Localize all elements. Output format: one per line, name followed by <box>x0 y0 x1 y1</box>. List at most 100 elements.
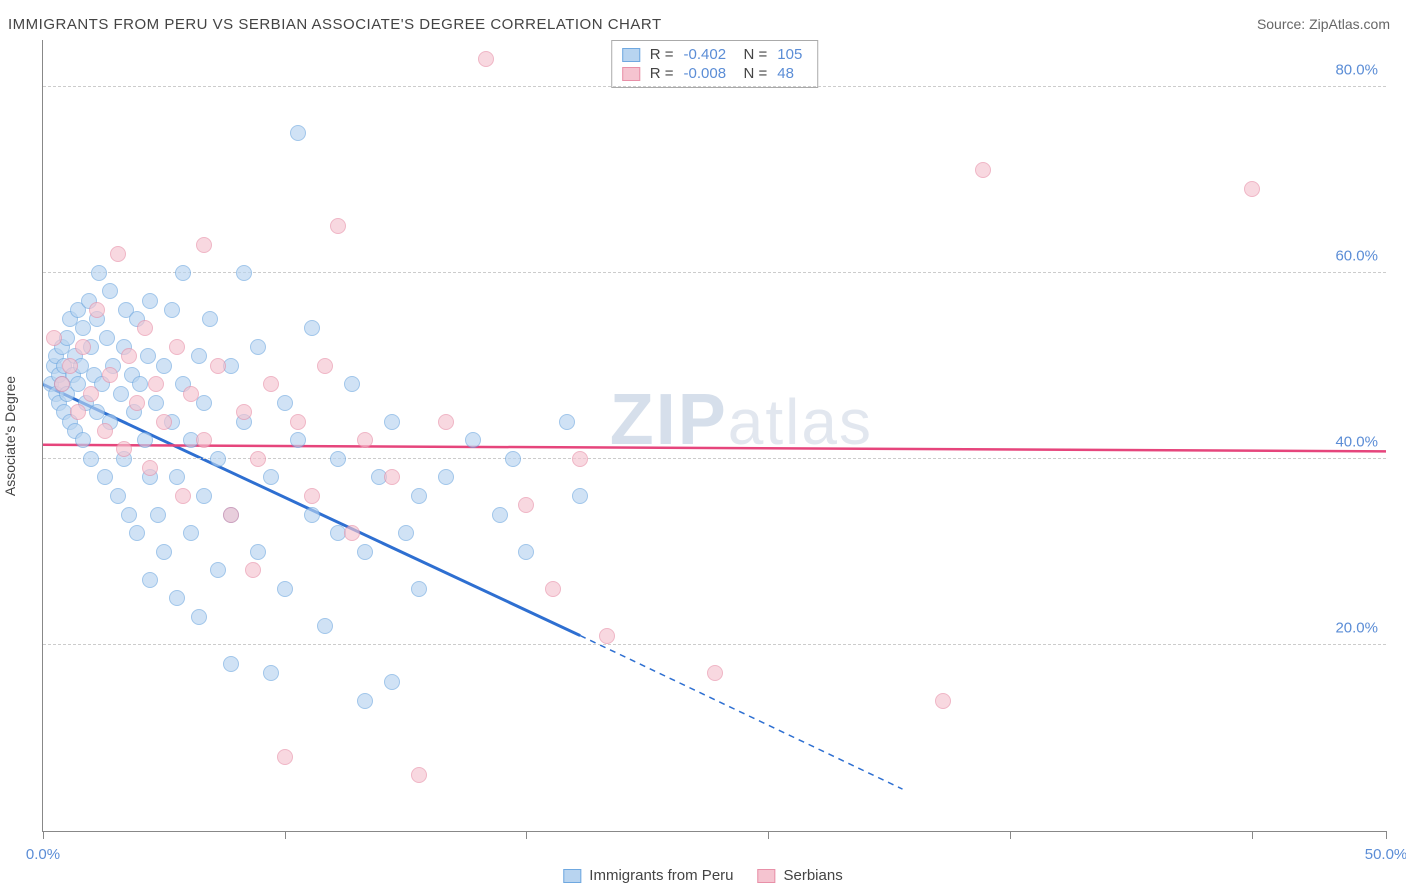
data-point <box>518 497 534 513</box>
data-point <box>518 544 534 560</box>
stat-n-label: N = <box>744 46 768 63</box>
data-point <box>411 488 427 504</box>
legend-item: Immigrants from Peru <box>563 867 733 884</box>
data-point <box>263 665 279 681</box>
data-point <box>223 656 239 672</box>
legend-item: Serbians <box>758 867 843 884</box>
data-point <box>236 404 252 420</box>
stat-n-value: 48 <box>777 65 807 82</box>
legend-label: Immigrants from Peru <box>589 867 733 884</box>
data-point <box>250 339 266 355</box>
data-point <box>559 414 575 430</box>
data-point <box>121 348 137 364</box>
data-point <box>129 395 145 411</box>
data-point <box>210 562 226 578</box>
data-point <box>1244 181 1260 197</box>
data-point <box>572 488 588 504</box>
y-tick-label: 40.0% <box>1335 433 1378 450</box>
data-point <box>137 432 153 448</box>
x-tick-label: 50.0% <box>1365 846 1406 863</box>
data-point <box>245 562 261 578</box>
data-point <box>357 432 373 448</box>
stat-r-value: -0.402 <box>684 46 734 63</box>
chart-title: IMMIGRANTS FROM PERU VS SERBIAN ASSOCIAT… <box>8 16 662 33</box>
data-point <box>129 525 145 541</box>
data-point <box>83 451 99 467</box>
x-tick <box>1386 831 1387 839</box>
data-point <box>70 404 86 420</box>
plot-container: Associate's Degree ZIPatlas R =-0.402N =… <box>42 40 1386 832</box>
y-tick-label: 20.0% <box>1335 619 1378 636</box>
x-tick <box>1252 831 1253 839</box>
data-point <box>411 581 427 597</box>
data-point <box>290 432 306 448</box>
data-point <box>975 162 991 178</box>
data-point <box>210 358 226 374</box>
data-point <box>344 376 360 392</box>
data-point <box>357 693 373 709</box>
stat-n-value: 105 <box>777 46 807 63</box>
data-point <box>121 507 137 523</box>
data-point <box>196 432 212 448</box>
data-point <box>83 386 99 402</box>
data-point <box>97 469 113 485</box>
data-point <box>384 469 400 485</box>
data-point <box>277 395 293 411</box>
x-tick <box>43 831 44 839</box>
data-point <box>62 358 78 374</box>
data-point <box>102 283 118 299</box>
plot-area: ZIPatlas R = -0.402 N = 105R = -0.008 N = 48 2… <box>42 40 1386 832</box>
data-point <box>330 451 346 467</box>
data-point <box>304 320 320 336</box>
stats-row: R =-0.402N =105 <box>622 45 808 64</box>
data-point <box>505 451 521 467</box>
trend-lines <box>43 40 1386 831</box>
stat-r-value: -0.008 <box>684 65 734 82</box>
data-point <box>492 507 508 523</box>
watermark-a: ZIP <box>610 380 728 460</box>
chart-header: IMMIGRANTS FROM PERU VS SERBIAN ASSOCIAT… <box>0 0 1406 40</box>
data-point <box>132 376 148 392</box>
data-point <box>46 330 62 346</box>
data-point <box>263 376 279 392</box>
data-point <box>156 544 172 560</box>
data-point <box>330 218 346 234</box>
data-point <box>210 451 226 467</box>
gridline <box>43 458 1386 459</box>
watermark-b: atlas <box>728 386 873 458</box>
data-point <box>110 488 126 504</box>
stats-legend-box: R = -0.402 N = 105R = -0.008 N = 48 <box>611 40 819 88</box>
y-tick-label: 60.0% <box>1335 247 1378 264</box>
data-point <box>102 367 118 383</box>
data-point <box>304 507 320 523</box>
data-point <box>191 609 207 625</box>
y-tick-label: 80.0% <box>1335 61 1378 78</box>
x-tick <box>285 831 286 839</box>
stat-r-label: R = <box>650 65 674 82</box>
stats-row: R = -0.008 N = 48 <box>622 64 808 83</box>
data-point <box>599 628 615 644</box>
data-point <box>290 414 306 430</box>
data-point <box>99 330 115 346</box>
legend-swatch <box>563 869 581 883</box>
data-point <box>223 507 239 523</box>
data-point <box>304 488 320 504</box>
source-label: Source: ZipAtlas.com <box>1257 16 1390 32</box>
data-point <box>250 544 266 560</box>
x-tick <box>1010 831 1011 839</box>
data-point <box>183 386 199 402</box>
data-point <box>344 525 360 541</box>
data-point <box>116 441 132 457</box>
data-point <box>75 339 91 355</box>
stat-n-label: N = <box>744 65 768 82</box>
data-point <box>196 237 212 253</box>
data-point <box>113 386 129 402</box>
legend-swatch <box>622 48 640 62</box>
y-axis-label: Associate's Degree <box>2 376 18 496</box>
legend-swatch <box>758 869 776 883</box>
data-point <box>398 525 414 541</box>
data-point <box>164 302 180 318</box>
data-point <box>572 451 588 467</box>
data-point <box>707 665 723 681</box>
data-point <box>438 469 454 485</box>
